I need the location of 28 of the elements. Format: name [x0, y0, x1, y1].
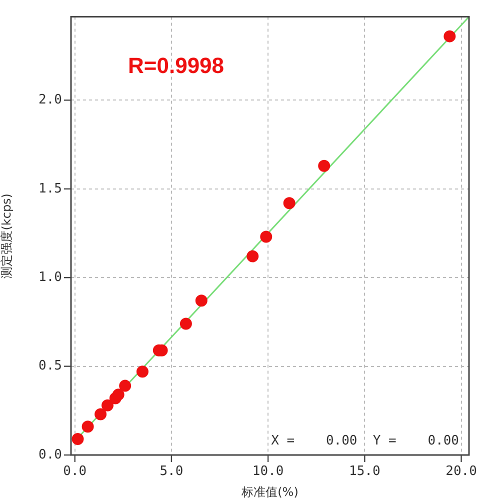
y-tick-label: 1.0	[38, 270, 62, 285]
y-axis-title: 测定强度(kcps)	[0, 194, 14, 278]
point	[119, 380, 132, 392]
y-tick-label: 0.5	[38, 358, 62, 374]
x-tick-label: 20.0	[446, 464, 477, 480]
annotation: R=0.9998	[128, 52, 224, 78]
y-tick-label: 0.0	[38, 447, 62, 462]
x-axis-title: 标准值(%)	[240, 484, 298, 499]
x-tick-label: 15.0	[349, 464, 380, 480]
annotation: X = 0.00 Y = 0.00	[271, 433, 459, 448]
point	[136, 366, 148, 378]
point	[283, 197, 296, 210]
point	[260, 230, 272, 243]
point	[72, 433, 84, 446]
point	[102, 399, 114, 412]
x-tick-label: 0.0	[63, 464, 87, 480]
point	[444, 30, 456, 42]
y-tick-label: 2.0	[38, 92, 62, 108]
point	[82, 420, 94, 433]
point	[94, 408, 107, 420]
point	[195, 294, 208, 307]
point	[112, 388, 124, 401]
x-tick-label: 10.0	[252, 464, 284, 480]
point	[180, 318, 192, 330]
x-tick-label: 5.0	[160, 464, 184, 480]
y-tick-label: 1.5	[38, 181, 62, 196]
point	[246, 250, 259, 262]
point	[318, 160, 330, 172]
